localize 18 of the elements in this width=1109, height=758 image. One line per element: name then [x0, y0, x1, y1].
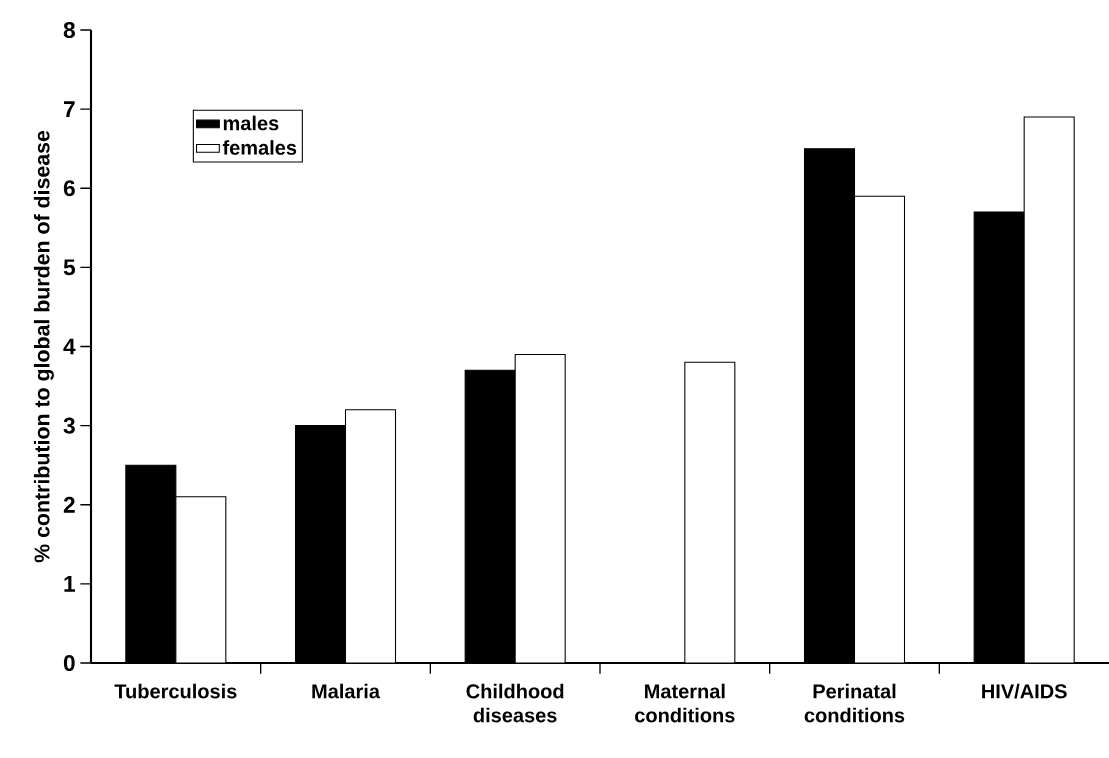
x-tick-label: Malaria [312, 683, 381, 699]
y-tick-label: 1 [64, 576, 75, 592]
y-tick-label: 7 [64, 101, 75, 117]
x-tick-label: Perinatal conditions [804, 683, 905, 723]
x-tick-label: Childhood diseases [466, 683, 564, 723]
x-tick-label: HIV/AIDS [982, 683, 1067, 699]
y-axis-title: % contribution to global burden of disease [33, 130, 54, 563]
x-tick-label: Tuberculosis [114, 683, 237, 699]
legend-label: females [222, 140, 297, 155]
legend-label: males [223, 115, 279, 131]
y-tick-label: 4 [63, 338, 76, 355]
y-tick-label: 8 [63, 21, 75, 39]
y-tick-label: 3 [63, 417, 75, 434]
y-tick-label: 5 [63, 259, 75, 276]
y-tick-label: 0 [63, 654, 75, 672]
y-tick-label: 2 [63, 496, 75, 513]
x-tick-label: Maternal conditions [635, 683, 735, 723]
y-tick-label: 6 [63, 180, 75, 197]
